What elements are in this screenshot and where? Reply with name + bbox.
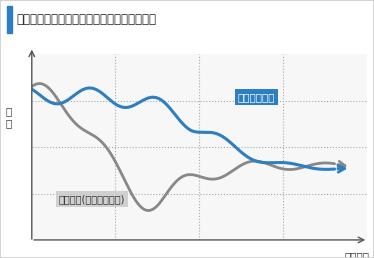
Text: 冷却時間: 冷却時間	[345, 251, 370, 258]
Text: マイルド冷却: マイルド冷却	[237, 92, 275, 102]
Text: 冷却方法の違いによる温度と冷却時間の関係: 冷却方法の違いによる温度と冷却時間の関係	[17, 13, 157, 26]
Text: 急速冷却(汎用クーラー): 急速冷却(汎用クーラー)	[59, 194, 125, 204]
Bar	[7, 6, 12, 33]
Text: 温
度: 温 度	[5, 106, 12, 128]
